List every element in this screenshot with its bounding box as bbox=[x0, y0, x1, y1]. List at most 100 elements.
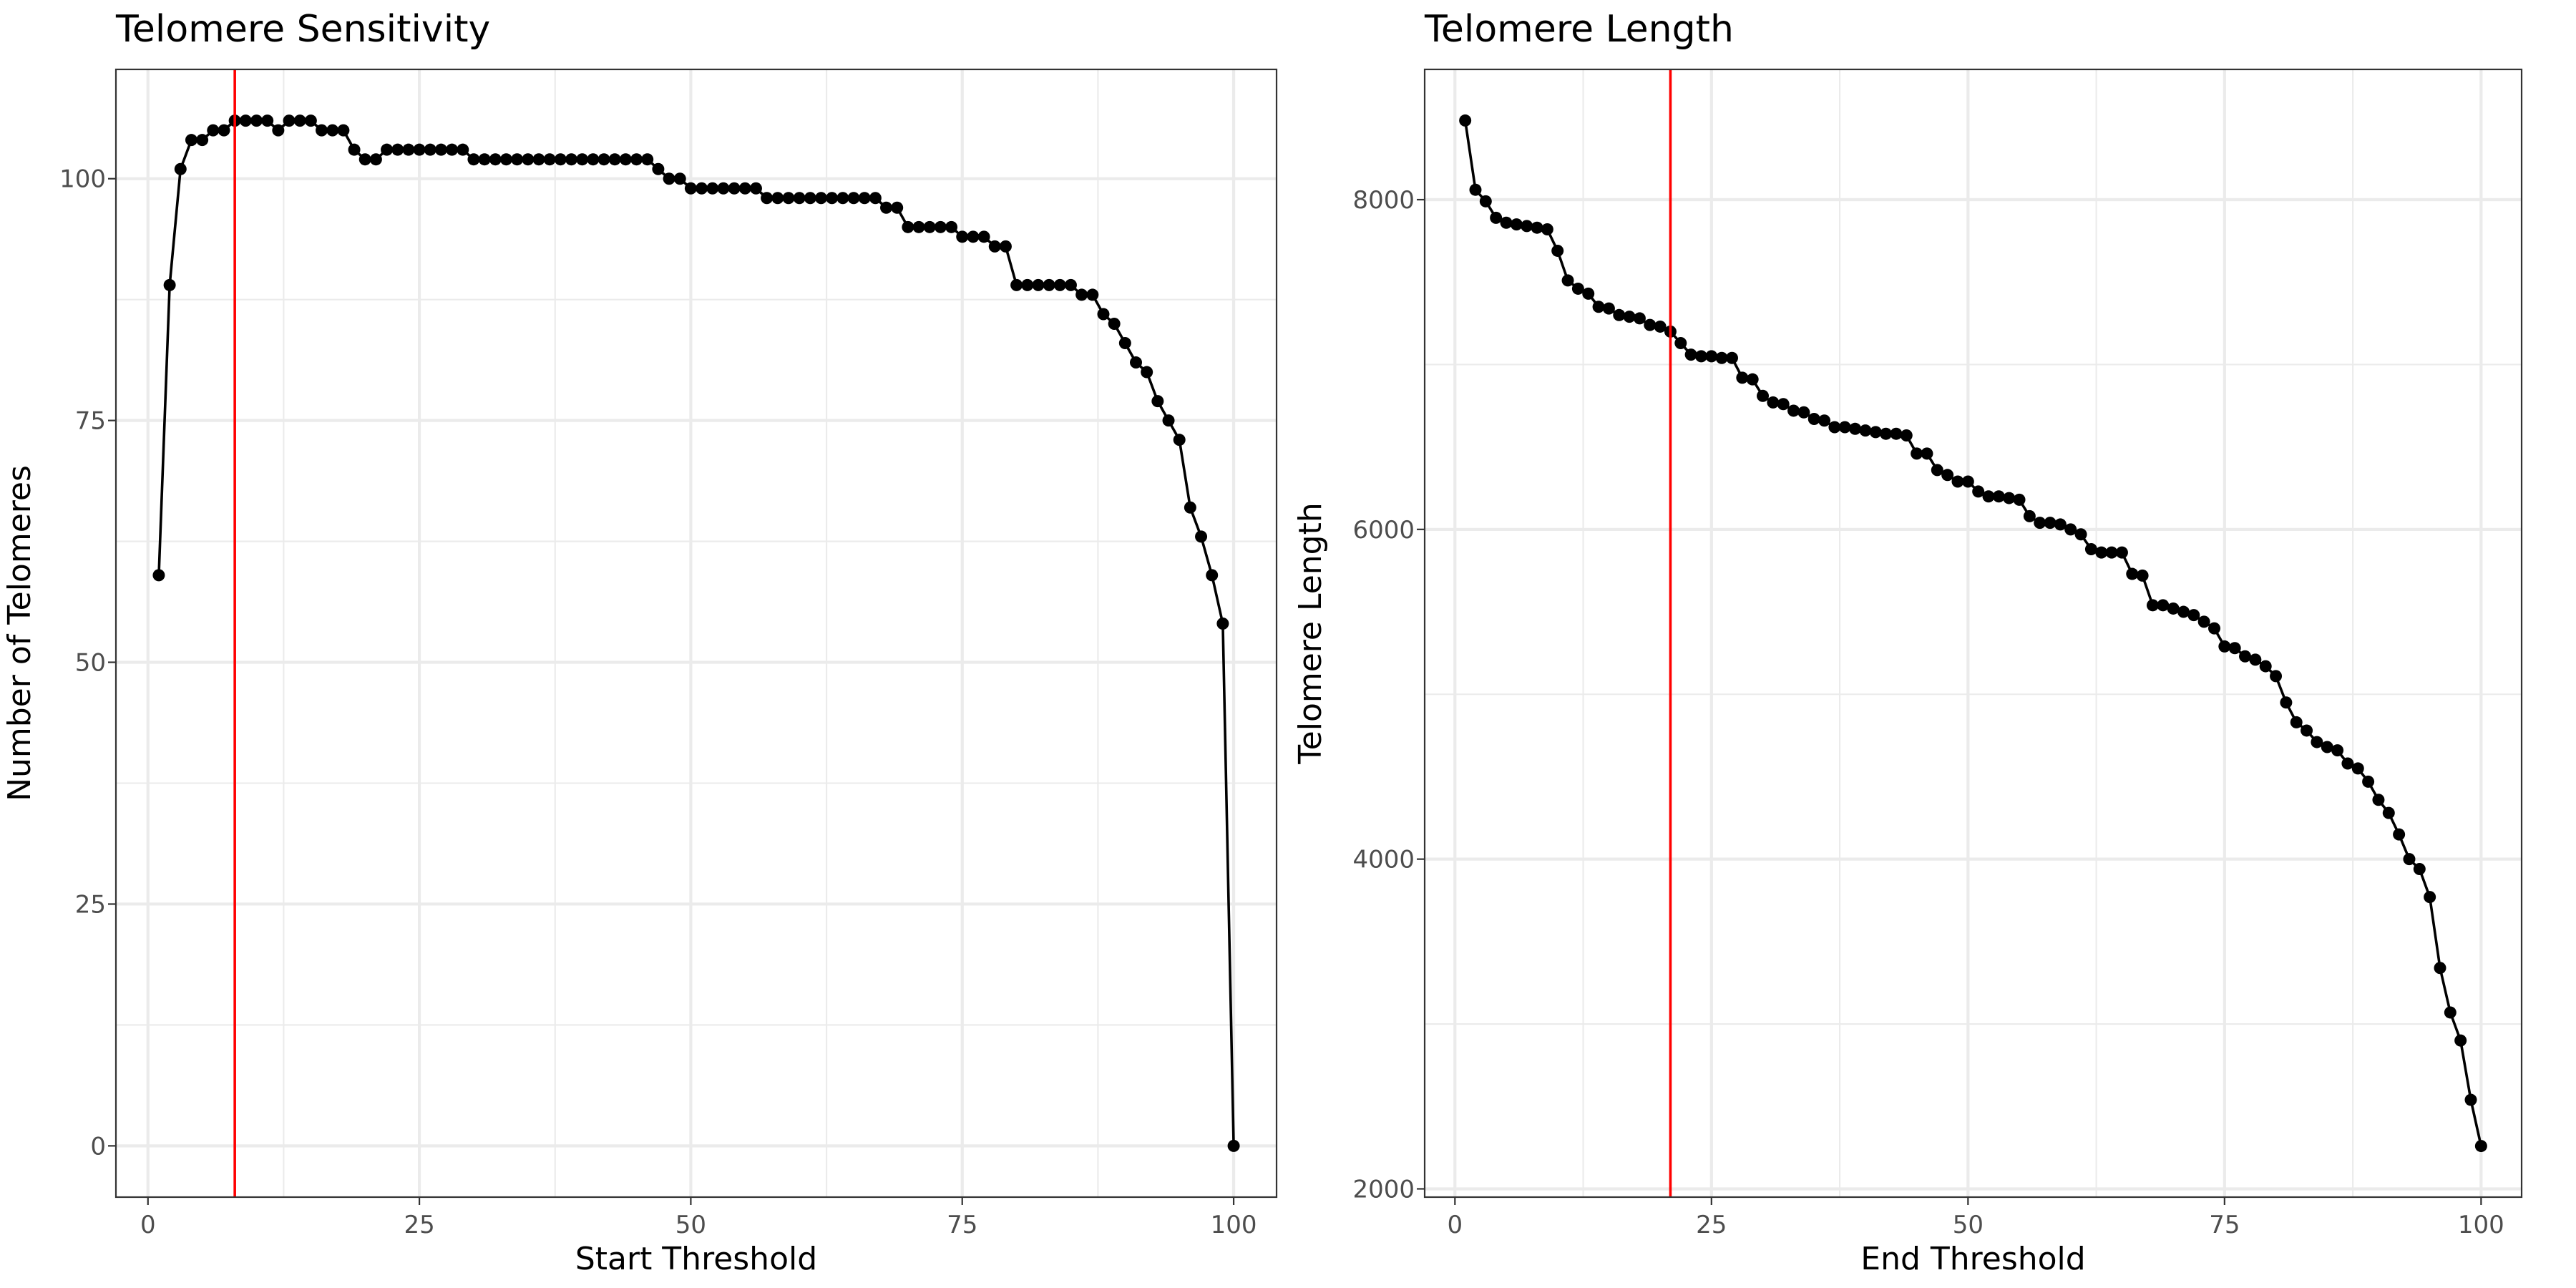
y-axis-title: Telomere Length bbox=[1292, 502, 1329, 765]
data-point bbox=[1941, 469, 1954, 482]
data-point bbox=[1075, 288, 1088, 301]
panel-border bbox=[114, 68, 1278, 1199]
data-point bbox=[1654, 320, 1667, 333]
data-point bbox=[424, 143, 436, 156]
data-point bbox=[1787, 404, 1800, 417]
data-point bbox=[2403, 853, 2416, 866]
data-point bbox=[717, 182, 730, 195]
data-point bbox=[1725, 351, 1738, 364]
data-point bbox=[1571, 282, 1584, 295]
data-point bbox=[814, 192, 827, 205]
data-point bbox=[1623, 311, 1636, 323]
data-point bbox=[391, 143, 404, 156]
data-point bbox=[369, 153, 382, 166]
data-point bbox=[1859, 424, 1872, 437]
data-point bbox=[1900, 429, 1913, 442]
data-point bbox=[804, 192, 816, 205]
data-point bbox=[2136, 569, 2149, 582]
data-point bbox=[1931, 464, 1943, 477]
data-point bbox=[348, 143, 361, 156]
data-point bbox=[1767, 396, 1780, 409]
data-point bbox=[2126, 567, 2139, 580]
data-point bbox=[478, 153, 491, 166]
x-axis-title: End Threshold bbox=[1860, 1241, 2085, 1277]
x-tick-label: 50 bbox=[1953, 1211, 1984, 1239]
data-point bbox=[2064, 523, 2077, 536]
x-tick-label: 0 bbox=[1447, 1211, 1463, 1239]
data-point bbox=[2301, 724, 2313, 737]
data-point bbox=[738, 182, 751, 195]
data-point bbox=[1510, 218, 1523, 231]
data-point bbox=[2054, 518, 2067, 531]
data-point bbox=[847, 192, 860, 205]
data-point bbox=[1086, 288, 1099, 301]
data-point bbox=[2454, 1034, 2467, 1047]
data-point bbox=[2474, 1140, 2487, 1153]
data-point bbox=[1890, 427, 1903, 440]
data-point bbox=[912, 220, 925, 233]
data-point bbox=[1777, 398, 1790, 411]
data-point bbox=[619, 153, 632, 166]
data-point bbox=[272, 124, 285, 137]
data-point bbox=[2321, 741, 2333, 753]
y-tick-label: 6000 bbox=[1352, 516, 1415, 545]
data-point bbox=[1602, 302, 1615, 315]
y-tick-label: 0 bbox=[90, 1132, 106, 1161]
data-point bbox=[2341, 757, 2354, 770]
data-point bbox=[2197, 615, 2210, 628]
data-point bbox=[174, 162, 187, 175]
data-point bbox=[1992, 490, 2005, 503]
data-point bbox=[163, 278, 176, 291]
data-point bbox=[1118, 337, 1131, 350]
data-point bbox=[239, 114, 252, 127]
data-point bbox=[967, 230, 980, 243]
data-point bbox=[1141, 366, 1153, 379]
data-point bbox=[869, 192, 882, 205]
data-point bbox=[902, 220, 914, 233]
data-point bbox=[2424, 891, 2436, 904]
data-point bbox=[771, 192, 784, 205]
x-axis-title: Start Threshold bbox=[575, 1241, 817, 1277]
data-point bbox=[2167, 602, 2180, 615]
data-point bbox=[1869, 426, 1882, 439]
data-point bbox=[1961, 475, 1974, 488]
data-point bbox=[1757, 389, 1770, 402]
data-point bbox=[1561, 274, 1574, 287]
data-point bbox=[1674, 336, 1687, 349]
data-point bbox=[1479, 195, 1492, 208]
data-point bbox=[1195, 530, 1208, 543]
data-point bbox=[1173, 434, 1186, 447]
data-point bbox=[522, 153, 535, 166]
data-point bbox=[304, 114, 317, 127]
data-point bbox=[1216, 617, 1229, 630]
data-point bbox=[1097, 308, 1110, 321]
data-point bbox=[1541, 223, 1553, 235]
data-point bbox=[532, 153, 545, 166]
data-point bbox=[1184, 501, 1196, 514]
data-point bbox=[511, 153, 524, 166]
data-point bbox=[543, 153, 556, 166]
data-point bbox=[250, 114, 263, 127]
data-point bbox=[1633, 312, 1646, 325]
data-point bbox=[2013, 493, 2026, 506]
data-point bbox=[2464, 1093, 2477, 1106]
data-point bbox=[2146, 599, 2159, 612]
data-point bbox=[2177, 605, 2190, 618]
data-point bbox=[2115, 546, 2128, 559]
data-point bbox=[923, 220, 936, 233]
data-point bbox=[1746, 373, 1759, 386]
data-point bbox=[1162, 414, 1175, 427]
data-point bbox=[2372, 794, 2385, 806]
data-point bbox=[2331, 744, 2344, 757]
chart-telomere-length: 0 25 50 75 100 2000 4000 6000 8000 Telomere Lengt… bbox=[1292, 8, 2523, 1277]
data-point bbox=[1818, 414, 1831, 427]
data-point bbox=[1551, 244, 1564, 257]
x-tick-label: 100 bbox=[1211, 1211, 1257, 1239]
data-point bbox=[1043, 278, 1055, 291]
data-point bbox=[1972, 485, 1985, 498]
data-point bbox=[457, 143, 469, 156]
data-point bbox=[1797, 406, 1810, 419]
data-point bbox=[641, 153, 654, 166]
data-point bbox=[2280, 696, 2293, 709]
